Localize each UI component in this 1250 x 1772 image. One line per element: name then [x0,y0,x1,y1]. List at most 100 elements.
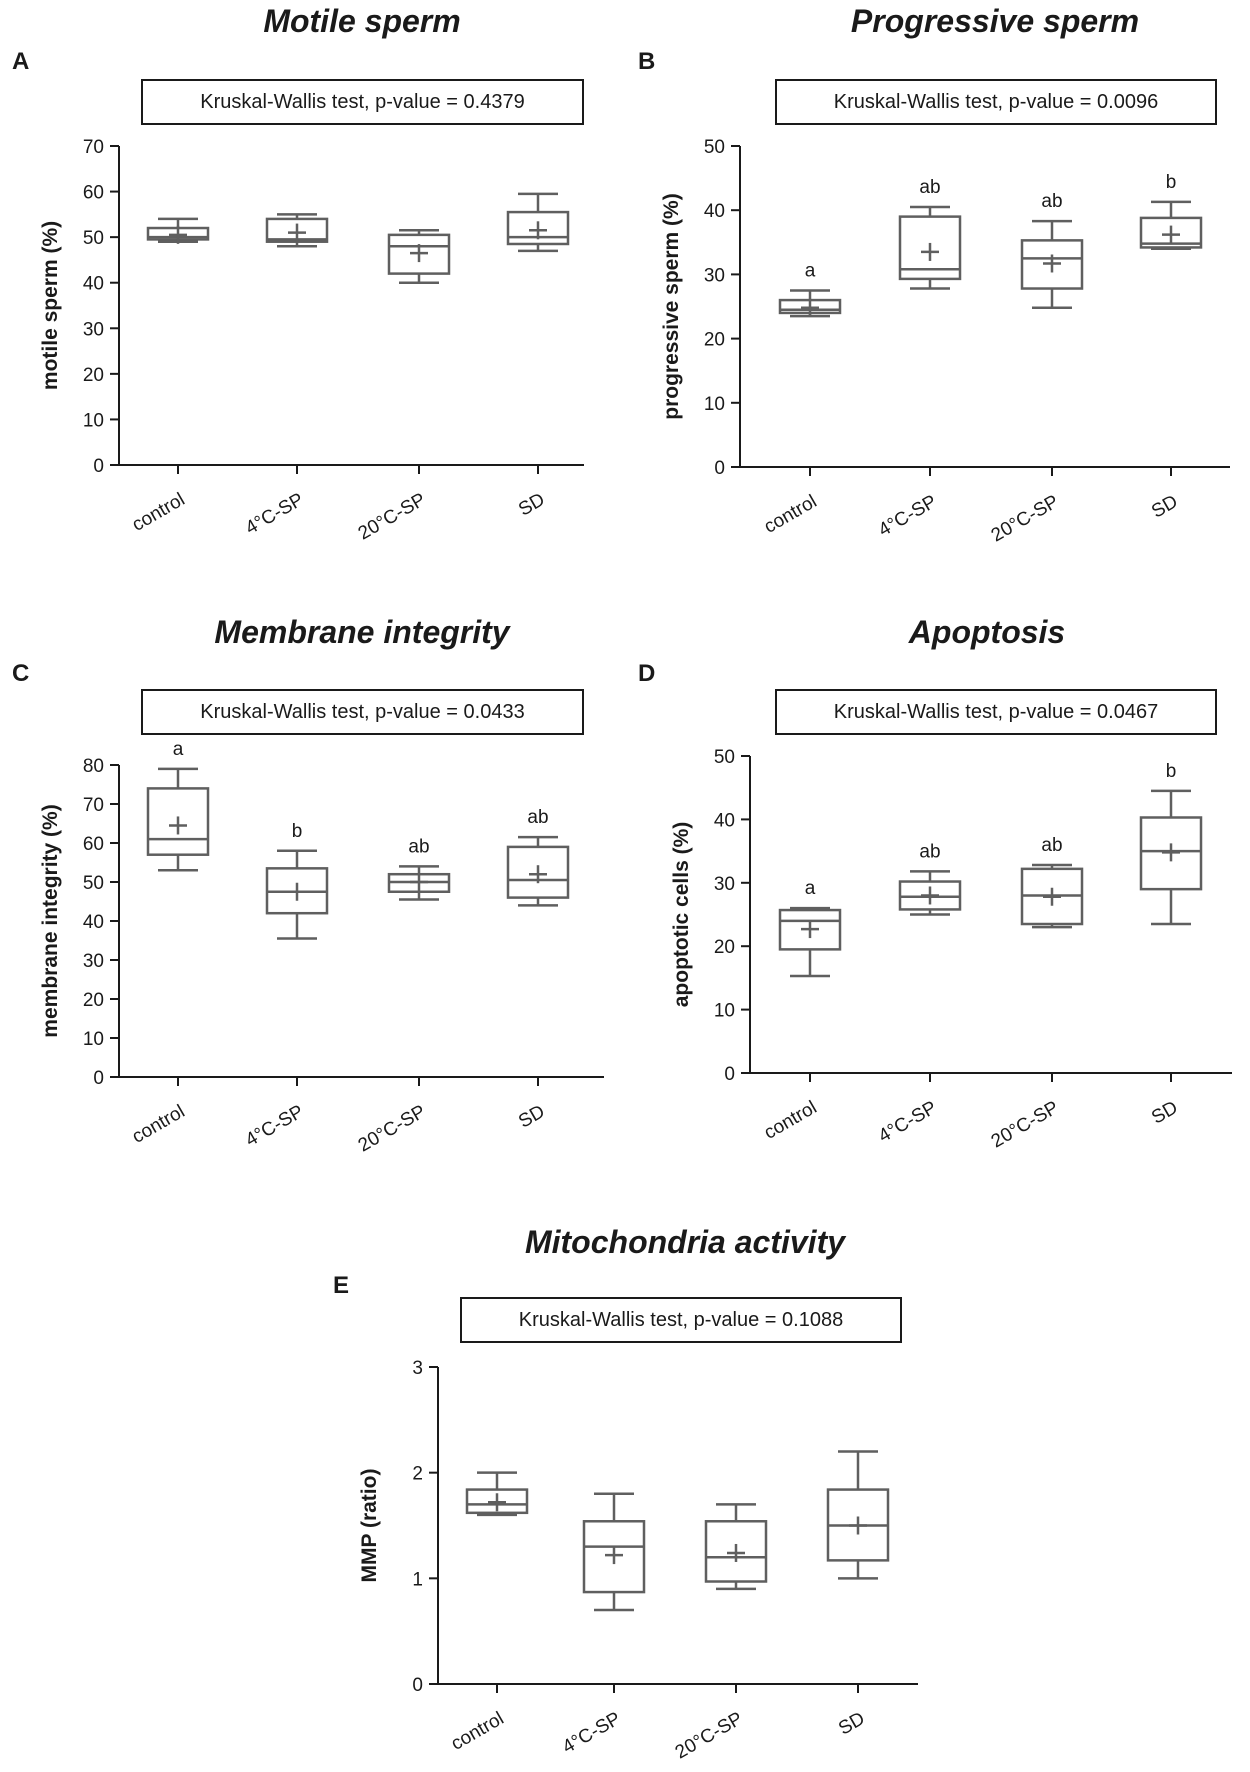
stat-test-box: Kruskal-Wallis test, p-value = 0.0467 [775,689,1217,735]
x-category-label: 20°C-SP [988,491,1063,546]
significance-letter: ab [1041,835,1062,856]
y-tick-label: 80 [83,756,104,777]
box-0: control [448,1471,529,1755]
x-category-label: 4°C-SP [559,1708,625,1758]
panel-c: 0 10 20 30 40 50 60 70 80 membrane integrity (%) a… [39,739,604,1156]
iqr-box [465,1488,529,1515]
y-tick-label: 40 [83,912,104,933]
y-tick-label: 0 [724,1064,735,1085]
iqr-box [704,1520,768,1583]
significance-letter: b [1166,761,1177,782]
box-0: a control [761,878,842,1144]
panel-letter: E [333,1272,350,1299]
x-category-label: SD [1148,491,1181,522]
y-tick-label: 70 [83,795,104,816]
y-tick-label: 10 [704,394,725,415]
x-category-label: 4°C-SP [875,491,941,541]
y-axis-label: membrane integrity (%) [39,804,62,1037]
y-tick-label: 40 [714,810,735,831]
stat-test-box: Kruskal-Wallis test, p-value = 0.0433 [141,689,584,735]
box-2: ab 20°C-SP [988,835,1084,1152]
x-category-label: SD [515,1101,548,1132]
significance-letter: ab [919,841,940,862]
y-tick-label: 30 [83,951,104,972]
x-category-label: 20°C-SP [355,489,430,544]
x-category-label: SD [515,489,548,520]
significance-letter: ab [527,807,548,828]
panel-title: Membrane integrity [214,614,510,650]
y-tick-label: 40 [704,201,725,222]
y-tick-label: 0 [93,1068,104,1089]
box-1: 4°C-SP [559,1492,646,1758]
panel-b: 0 10 20 30 40 50 progressive sperm (%) a control… [660,137,1230,546]
y-tick-label: 10 [714,1001,735,1022]
y-axis-label: motile sperm (%) [39,221,62,390]
y-tick-label: 20 [704,330,725,351]
y-tick-label: 70 [83,137,104,158]
iqr-box [146,787,210,856]
y-tick-label: 60 [83,183,104,204]
y-tick-label: 0 [93,456,104,477]
x-category-label: 4°C-SP [242,1101,308,1151]
y-tick-label: 2 [412,1464,423,1485]
y-tick-label: 30 [704,265,725,286]
significance-letter: ab [919,177,940,198]
box-1: b 4°C-SP [242,821,329,1151]
significance-letter: ab [408,836,429,857]
iqr-box [778,908,842,951]
iqr-box [898,215,962,281]
iqr-box [265,217,329,243]
box-3: SD [506,192,570,521]
panel-a: 0 10 20 30 40 50 60 70 motile sperm (%) control 4°… [39,137,584,544]
iqr-box [582,1520,646,1594]
box-2: ab 20°C-SP [355,836,451,1156]
panel-letter: B [638,48,656,75]
panel-letter: C [12,660,30,687]
box-1: ab 4°C-SP [875,177,962,541]
box-1: ab 4°C-SP [875,841,962,1147]
panel-e: 0 1 2 3 MMP (ratio) control 4°C-SP 20°C-SP SD [358,1358,918,1763]
panel-d: 0 10 20 30 40 50 apoptotic cells (%) a control ab… [670,747,1232,1152]
x-category-label: SD [835,1708,868,1739]
x-category-label: 4°C-SP [875,1097,941,1147]
iqr-box [506,845,570,899]
panel-title: Progressive sperm [850,3,1140,39]
x-category-label: 4°C-SP [242,489,308,539]
x-category-label: control [761,491,821,538]
iqr-box [898,880,962,911]
box-0: control [129,217,210,536]
y-axis-label: MMP (ratio) [358,1469,381,1583]
y-tick-label: 50 [714,747,735,768]
x-category-label: control [761,1097,821,1144]
panel-title: Apoptosis [908,614,1066,650]
y-tick-label: 20 [714,937,735,958]
panel-title: Motile sperm [263,3,461,39]
significance-letter: a [805,260,816,281]
significance-letter: b [292,821,303,842]
y-tick-label: 50 [704,137,725,158]
stat-test-box: Kruskal-Wallis test, p-value = 0.1088 [460,1297,902,1343]
y-tick-label: 50 [83,228,104,249]
significance-letter: a [805,878,816,899]
stat-test-box: Kruskal-Wallis test, p-value = 0.0096 [775,79,1217,125]
box-2: 20°C-SP [355,229,451,544]
iqr-box [1139,216,1203,249]
box-3: ab SD [506,807,570,1133]
y-tick-label: 50 [83,873,104,894]
x-category-label: control [129,489,189,536]
y-tick-label: 30 [714,874,735,895]
iqr-box [387,233,451,275]
box-3: b SD [1139,172,1203,523]
panel-letter: A [12,48,30,75]
x-category-label: 20°C-SP [355,1101,430,1156]
significance-letter: ab [1041,191,1062,212]
box-2: 20°C-SP [672,1503,768,1763]
y-tick-label: 0 [714,458,725,479]
y-tick-label: 3 [412,1358,423,1379]
x-category-label: 20°C-SP [672,1708,747,1763]
box-0: a control [761,260,842,538]
y-tick-label: 30 [83,319,104,340]
y-tick-label: 40 [83,274,104,295]
y-tick-label: 20 [83,365,104,386]
